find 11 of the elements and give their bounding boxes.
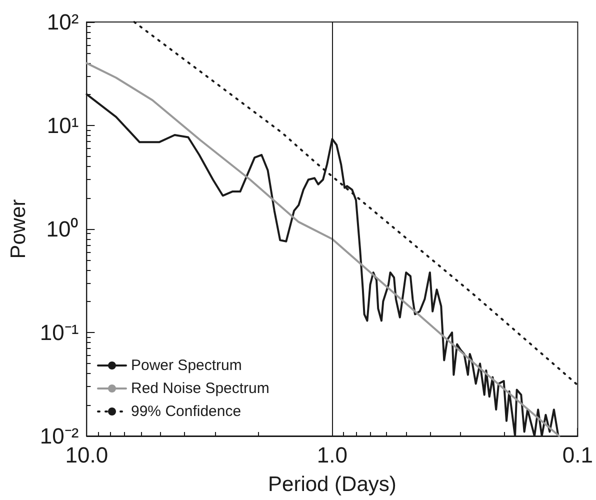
x-tick-label: 1.0 [316, 442, 348, 468]
y-tick-label: 10² [46, 10, 79, 34]
y-tick-label: 10⁰ [46, 216, 79, 242]
y-tick-label: 10⁻¹ [40, 320, 79, 345]
legend-label: Red Noise Spectrum [131, 380, 270, 397]
legend-label: 99% Confidence [131, 403, 242, 420]
x-axis-title: Period (Days) [268, 473, 396, 496]
legend-label: Power Spectrum [131, 357, 242, 374]
y-tick-label: 10¹ [46, 113, 79, 138]
y-axis-title: Power [7, 199, 30, 259]
x-tick-label: 0.1 [562, 442, 594, 468]
